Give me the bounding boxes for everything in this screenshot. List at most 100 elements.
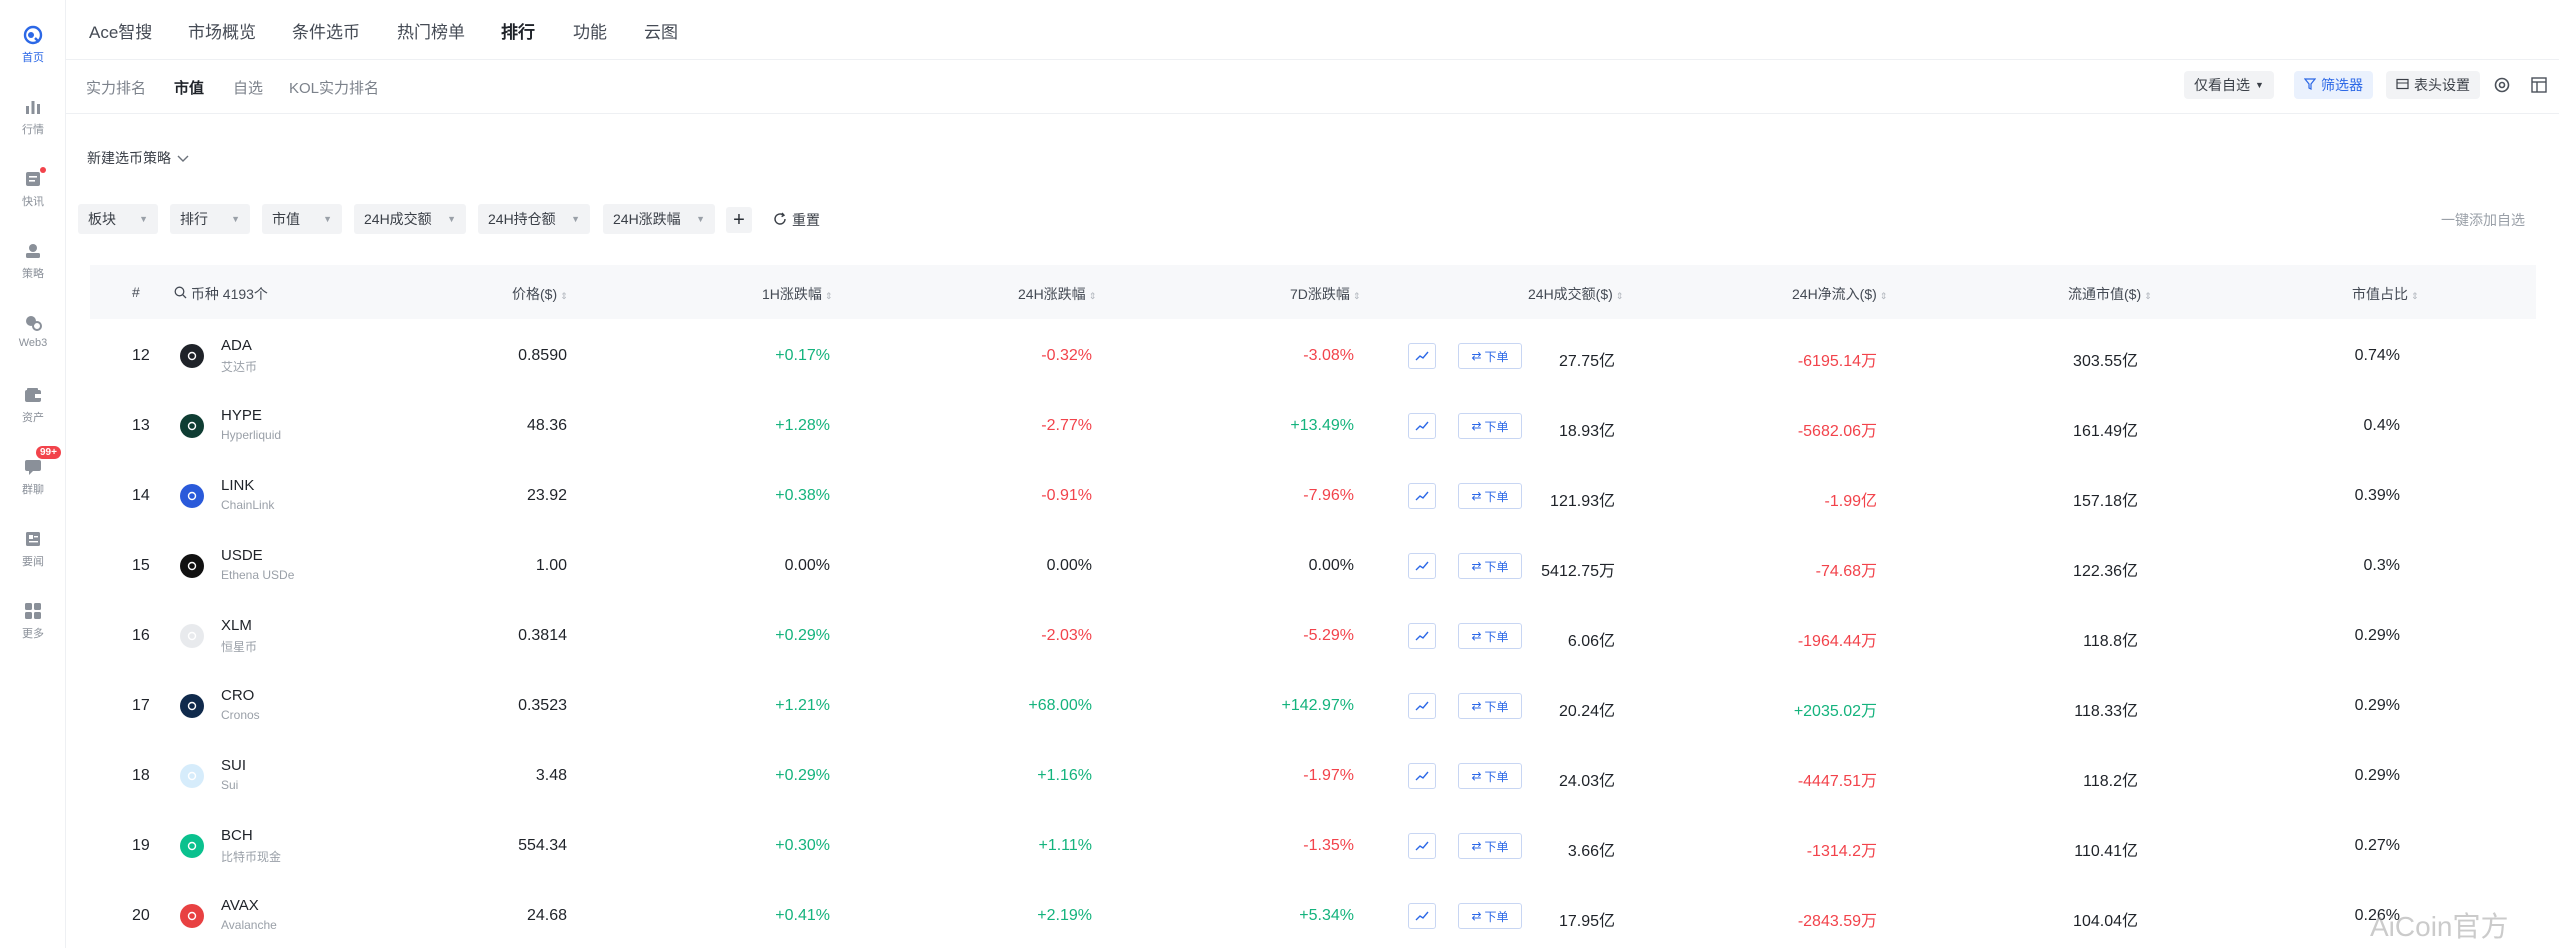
topnav-ace-search[interactable]: Ace智搜	[89, 23, 153, 42]
settings-gear-icon[interactable]	[2491, 74, 2513, 96]
col-rank: #	[132, 284, 140, 300]
change-24h-cell: 0.00%	[1046, 557, 1092, 574]
volume-cell: 6.06亿	[1567, 633, 1615, 650]
topnav-cloud-map[interactable]: 云图	[644, 23, 678, 42]
col-label: 24H净流入($)	[1792, 286, 1877, 302]
trend-chart-button[interactable]	[1408, 483, 1436, 509]
trend-line-icon	[1415, 631, 1429, 641]
change-24h-cell: -2.03%	[1041, 627, 1092, 644]
place-order-button[interactable]: ⇄ 下单	[1458, 483, 1522, 509]
coin-symbol[interactable]: LINK	[221, 477, 255, 494]
table-row[interactable]: 13 HYPE Hyperliquid 48.36 +1.28% -2.77% +13.49…	[90, 391, 2536, 461]
col-circulating-mcap[interactable]: 流通市值($) ⇕	[2068, 284, 2152, 304]
coin-symbol[interactable]: XLM	[221, 617, 252, 634]
swap-icon: ⇄	[1471, 839, 1482, 853]
trend-chart-button[interactable]	[1408, 623, 1436, 649]
table-row[interactable]: 18 SUI Sui 3.48 +0.29% +1.16% -1.97% 24.03亿 -444…	[90, 741, 2536, 811]
coin-symbol[interactable]: USDE	[221, 547, 263, 564]
place-order-button[interactable]: ⇄ 下单	[1458, 763, 1522, 789]
topnav-features[interactable]: 功能	[573, 23, 607, 42]
col-mcap-share[interactable]: 市值占比 ⇕	[2352, 284, 2419, 304]
rail-item-more[interactable]: 更多	[0, 600, 66, 641]
filter-market-cap[interactable]: 市值 ▼	[262, 204, 342, 234]
filter-label: 24H涨跌幅	[613, 211, 681, 227]
tab-market-cap[interactable]: 市值	[174, 80, 205, 97]
place-order-button[interactable]: ⇄ 下单	[1458, 553, 1522, 579]
trend-chart-button[interactable]	[1408, 553, 1436, 579]
trend-chart-button[interactable]	[1408, 343, 1436, 369]
table-row[interactable]: 16 XLM 恒星币 0.3814 +0.29% -2.03% -5.29% 6.06亿 -19…	[90, 601, 2536, 671]
coin-logo-icon	[180, 904, 204, 928]
trend-line-icon	[1415, 841, 1429, 851]
rail-item-assets[interactable]: 资产	[0, 384, 66, 425]
col-24h-change[interactable]: 24H涨跌幅 ⇕	[1018, 284, 1096, 304]
market-cap-cell: 161.49亿	[2073, 423, 2138, 440]
change-24h-cell: -0.32%	[1041, 347, 1092, 364]
table-row[interactable]: 12 ADA 艾达币 0.8590 +0.17% -0.32% -3.08% 27.75亿 -6…	[90, 321, 2536, 391]
filter-24h-volume[interactable]: 24H成交额 ▼	[354, 204, 466, 234]
coin-symbol[interactable]: BCH	[221, 827, 253, 844]
col-24h-net-inflow[interactable]: 24H净流入($) ⇕	[1792, 284, 1887, 304]
coin-symbol[interactable]: ADA	[221, 337, 252, 354]
rail-item-home[interactable]: 首页	[0, 24, 66, 65]
rail-item-web3[interactable]: Web3	[0, 312, 66, 349]
add-filter-button[interactable]: +	[726, 207, 752, 233]
place-order-button[interactable]: ⇄ 下单	[1458, 623, 1522, 649]
coin-symbol[interactable]: CRO	[221, 687, 255, 704]
column-settings-button[interactable]: 表头设置	[2386, 71, 2480, 99]
reset-button[interactable]: 重置	[773, 210, 820, 230]
trend-chart-button[interactable]	[1408, 833, 1436, 859]
market-cap-cell: 303.55亿	[2073, 353, 2138, 370]
place-order-button[interactable]: ⇄ 下单	[1458, 413, 1522, 439]
filter-sector[interactable]: 板块 ▼	[78, 204, 158, 234]
tab-watchlist[interactable]: 自选	[233, 80, 264, 97]
place-order-button[interactable]: ⇄ 下单	[1458, 343, 1522, 369]
filter-button[interactable]: 筛选器	[2294, 71, 2373, 99]
change-7d-cell: 0.00%	[1308, 557, 1354, 574]
tab-kol-rank[interactable]: KOL实力排名	[289, 80, 380, 97]
rail-item-headlines[interactable]: 要闻	[0, 528, 66, 569]
tab-strength-rank[interactable]: 实力排名	[86, 80, 147, 97]
market-share-cell: 0.39%	[2354, 487, 2400, 504]
rail-item-chat[interactable]: 99+ 群聊	[0, 446, 66, 497]
table-row[interactable]: 20 AVAX Avalanche 24.68 +0.41% +2.19% +5.34% 17…	[90, 881, 2536, 948]
caret-down-icon: ▼	[696, 214, 705, 224]
trend-chart-button[interactable]	[1408, 763, 1436, 789]
place-order-button[interactable]: ⇄ 下单	[1458, 693, 1522, 719]
table-row[interactable]: 19 BCH 比特币现金 554.34 +0.30% +1.11% -1.35% 3.66亿 -…	[90, 811, 2536, 881]
place-order-button[interactable]: ⇄ 下单	[1458, 833, 1522, 859]
trend-chart-button[interactable]	[1408, 903, 1436, 929]
topnav-market-overview[interactable]: 市场概览	[188, 23, 256, 42]
rail-item-market[interactable]: 行情	[0, 96, 66, 137]
table-row[interactable]: 14 LINK ChainLink 23.92 +0.38% -0.91% -7.96% 12…	[90, 461, 2536, 531]
coin-symbol[interactable]: HYPE	[221, 407, 262, 424]
coin-symbol[interactable]: SUI	[221, 757, 247, 774]
col-coin-search[interactable]: 币种 4193个	[174, 284, 268, 304]
layout-panel-icon[interactable]	[2528, 74, 2550, 96]
coin-symbol[interactable]: AVAX	[221, 897, 259, 914]
watch-only-dropdown[interactable]: 仅看自选 ▼	[2184, 71, 2274, 99]
trend-chart-button[interactable]	[1408, 693, 1436, 719]
add-all-to-watchlist-button[interactable]: 一键添加自选	[2441, 212, 2525, 228]
trend-chart-button[interactable]	[1408, 413, 1436, 439]
topnav-hot-lists[interactable]: 热门榜单	[397, 23, 465, 42]
rail-item-news[interactable]: 快讯	[0, 167, 66, 209]
place-order-button[interactable]: ⇄ 下单	[1458, 903, 1522, 929]
table-row[interactable]: 15 USDE Ethena USDe 1.00 0.00% 0.00% 0.00% 5412…	[90, 531, 2536, 601]
coin-logo-icon	[180, 344, 204, 368]
new-strategy-dropdown[interactable]: 新建选币策略	[87, 148, 189, 168]
funnel-icon	[2303, 77, 2317, 93]
filter-24h-change[interactable]: 24H涨跌幅 ▼	[603, 204, 715, 234]
filter-rank[interactable]: 排行 ▼	[170, 204, 250, 234]
col-1h-change[interactable]: 1H涨跌幅 ⇕	[762, 284, 832, 304]
col-24h-volume[interactable]: 24H成交额($) ⇕	[1528, 284, 1623, 304]
topnav-ranking[interactable]: 排行	[501, 23, 535, 42]
col-label: 7D涨跌幅	[1290, 286, 1350, 302]
caret-down-icon: ▼	[323, 214, 332, 224]
col-price[interactable]: 价格($) ⇕	[512, 284, 568, 304]
rail-item-strategy[interactable]: 策略	[0, 240, 66, 281]
col-7d-change[interactable]: 7D涨跌幅 ⇕	[1290, 284, 1360, 304]
filter-24h-open-interest[interactable]: 24H持仓额 ▼	[478, 204, 590, 234]
topnav-coin-screener[interactable]: 条件选币	[292, 23, 360, 42]
table-row[interactable]: 17 CRO Cronos 0.3523 +1.21% +68.00% +142.97% 20…	[90, 671, 2536, 741]
